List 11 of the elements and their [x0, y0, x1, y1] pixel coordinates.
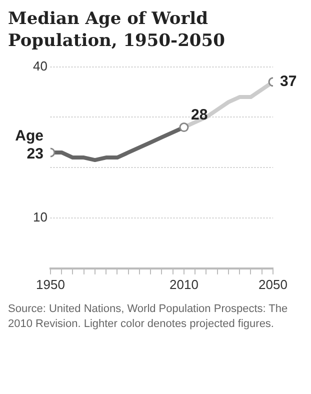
source-note: Source: United Nations, World Population Prospects: The 2010 Revision. Lighter color denotes projected figures. [8, 302, 289, 332]
y-axis-title: Age [15, 128, 44, 145]
data-label: 28 [190, 106, 208, 124]
y-tick-label: 40 [32, 58, 48, 74]
x-tick-label: 1950 [36, 276, 65, 292]
x-tick-label: 2010 [170, 276, 198, 292]
data-label: 23 [26, 146, 44, 163]
chart-title: Median Age of World Population, 1950-2050 [8, 8, 226, 52]
x-tick-label: 2050 [258, 276, 288, 292]
data-label: 37 [280, 73, 297, 90]
y-tick-label: 10 [32, 210, 48, 225]
